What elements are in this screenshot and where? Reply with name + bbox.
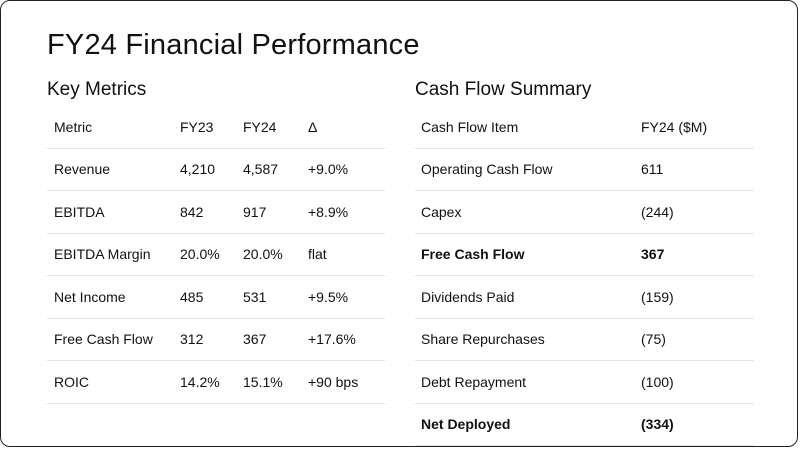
fy23-value: 485 [180, 275, 243, 319]
fy24-value: 917 [243, 190, 308, 234]
cash-flow-amount: (334) [641, 403, 754, 446]
table-row: Revenue 4,210 4,587 +9.0% [47, 148, 385, 191]
cash-flow-summary-title: Cash Flow Summary [415, 79, 592, 100]
cash-flow-item: Free Cash Flow [415, 233, 641, 276]
table-row: Operating Cash Flow 611 [415, 148, 754, 191]
table-row: Capex (244) [415, 190, 754, 234]
cash-flow-item: Operating Cash Flow [415, 148, 641, 191]
fy23-value: 14.2% [180, 360, 243, 404]
cash-flow-amount: 367 [641, 233, 754, 276]
table-row: Net Income 485 531 +9.5% [47, 275, 385, 319]
table-row-total: Net Deployed (334) [415, 403, 754, 446]
metric-name: Revenue [47, 148, 180, 191]
cash-flow-item: Share Repurchases [415, 318, 641, 361]
column-header-fy24-amount: FY24 ($M) [641, 106, 754, 149]
delta-value: +8.9% [308, 190, 385, 234]
metric-name: Net Income [47, 275, 180, 319]
metric-name: Free Cash Flow [47, 318, 180, 361]
metric-name: EBITDA [47, 190, 180, 234]
table-row: ROIC 14.2% 15.1% +90 bps [47, 360, 385, 404]
cash-flow-amount: (75) [641, 318, 754, 361]
cash-flow-summary-table: Cash Flow Item FY24 ($M) Operating Cash … [415, 106, 754, 446]
cash-flow-item: Debt Repayment [415, 360, 641, 404]
delta-value: +90 bps [308, 360, 385, 404]
cash-flow-item: Dividends Paid [415, 275, 641, 319]
table-row: Share Repurchases (75) [415, 318, 754, 361]
fy23-value: 20.0% [180, 233, 243, 276]
table-row: Debt Repayment (100) [415, 360, 754, 404]
cash-flow-amount: (244) [641, 190, 754, 234]
fy24-value: 531 [243, 275, 308, 319]
cash-flow-item: Capex [415, 190, 641, 234]
column-header-fy23: FY23 [180, 106, 243, 149]
table-header-row: Cash Flow Item FY24 ($M) [415, 106, 754, 149]
table-row: EBITDA 842 917 +8.9% [47, 190, 385, 234]
column-header-cash-flow-item: Cash Flow Item [415, 106, 641, 149]
fy24-value: 4,587 [243, 148, 308, 191]
delta-value: +9.5% [308, 275, 385, 319]
cash-flow-amount: (159) [641, 275, 754, 319]
delta-value: +17.6% [308, 318, 385, 361]
table-row: EBITDA Margin 20.0% 20.0% flat [47, 233, 385, 276]
key-metrics-title: Key Metrics [47, 79, 147, 100]
table-header-row: Metric FY23 FY24 Δ [47, 106, 385, 149]
delta-value: flat [308, 233, 385, 276]
column-header-metric: Metric [47, 106, 180, 149]
delta-value: +9.0% [308, 148, 385, 191]
table-row: Dividends Paid (159) [415, 275, 754, 319]
table-row: Free Cash Flow 312 367 +17.6% [47, 318, 385, 361]
column-header-fy24: FY24 [243, 106, 308, 149]
fy24-value: 367 [243, 318, 308, 361]
fy24-value: 15.1% [243, 360, 308, 404]
metric-name: EBITDA Margin [47, 233, 180, 276]
cash-flow-amount: (100) [641, 360, 754, 404]
metric-name: ROIC [47, 360, 180, 404]
key-metrics-table: Metric FY23 FY24 Δ Revenue 4,210 4,587 +… [47, 106, 385, 404]
table-row-subtotal: Free Cash Flow 367 [415, 233, 754, 276]
page-title: FY24 Financial Performance [47, 29, 420, 61]
fy23-value: 312 [180, 318, 243, 361]
column-header-delta: Δ [308, 106, 385, 149]
fy24-value: 20.0% [243, 233, 308, 276]
fy23-value: 842 [180, 190, 243, 234]
fy23-value: 4,210 [180, 148, 243, 191]
cash-flow-amount: 611 [641, 148, 754, 191]
cash-flow-item: Net Deployed [415, 403, 641, 446]
